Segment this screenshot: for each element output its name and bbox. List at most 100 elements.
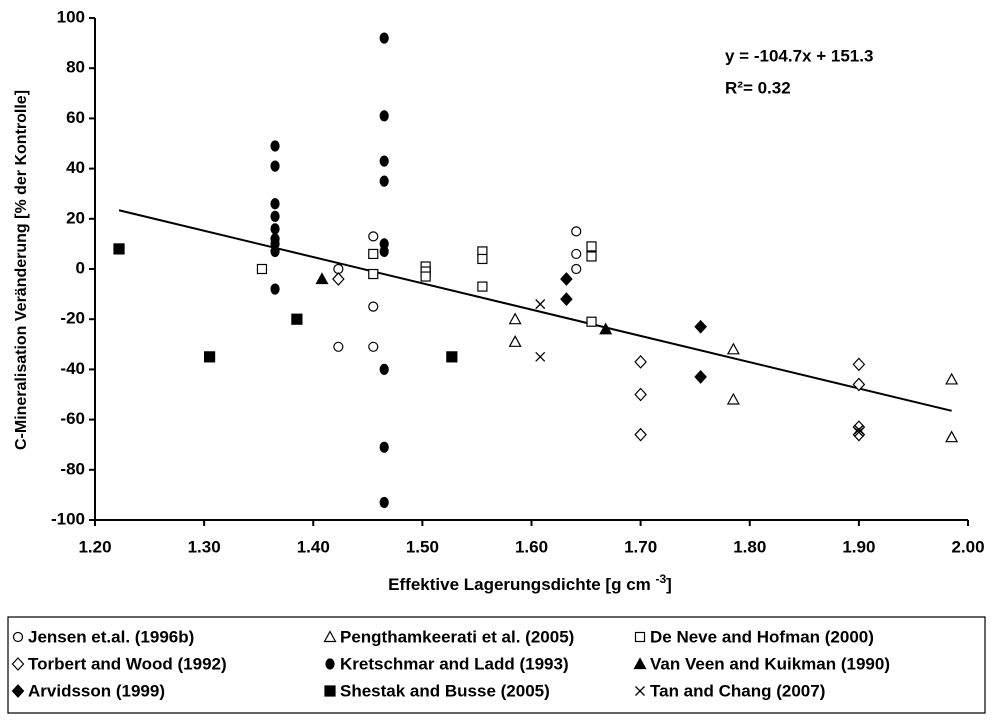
marker	[368, 248, 379, 260]
y-tick-label: -60	[60, 409, 85, 428]
legend-label: Shestak and Busse (2005)	[340, 681, 550, 700]
marker	[270, 140, 280, 152]
marker	[379, 245, 389, 258]
marker	[945, 430, 959, 443]
marker	[332, 272, 345, 286]
y-tick-label: 40	[66, 158, 85, 177]
legend-marker	[325, 658, 335, 670]
marker	[379, 496, 389, 509]
legend-marker	[323, 630, 337, 643]
marker	[333, 341, 344, 352]
marker	[113, 243, 125, 255]
legend-marker	[11, 657, 25, 671]
legend-marker	[633, 657, 647, 670]
marker	[379, 175, 389, 187]
marker	[270, 245, 280, 258]
x-tick-label: 1.80	[733, 537, 766, 556]
marker	[420, 271, 431, 282]
y-axis-title: C-Mineralisation Veränderung [% der Kont…	[13, 90, 30, 450]
legend-label: De Neve and Hofman (2000)	[650, 627, 874, 646]
marker	[270, 160, 280, 172]
legend-label: Kretschmar and Ladd (1993)	[340, 654, 569, 673]
trendline	[118, 209, 952, 412]
legend-label: Arvidsson (1999)	[28, 681, 165, 700]
marker	[852, 377, 866, 392]
marker	[270, 283, 280, 295]
legend-label: Pengthamkeerati et al. (2005)	[340, 627, 574, 646]
legend-marker	[324, 685, 336, 697]
marker	[379, 110, 389, 122]
marker	[270, 198, 280, 210]
marker	[694, 370, 707, 384]
x-axis-title-end: ]	[666, 575, 672, 594]
marker	[368, 301, 379, 312]
legend-marker	[635, 686, 645, 696]
marker	[560, 272, 573, 286]
marker	[333, 263, 344, 275]
marker	[535, 351, 546, 362]
marker	[256, 263, 268, 275]
x-tick-label: 1.90	[842, 537, 875, 556]
legend-box	[7, 616, 986, 714]
marker	[571, 248, 582, 260]
marker	[270, 210, 280, 222]
legend-marker	[634, 631, 646, 643]
x-tick-label: 1.60	[515, 537, 548, 556]
marker	[571, 226, 582, 237]
marker	[853, 424, 864, 435]
x-tick-label: 1.30	[188, 537, 221, 556]
marker	[560, 292, 573, 307]
marker	[852, 357, 866, 372]
marker	[945, 372, 959, 385]
y-tick-label: 80	[66, 58, 85, 77]
marker	[477, 281, 488, 292]
marker	[634, 387, 647, 402]
y-tick-label: -80	[60, 459, 85, 478]
marker	[586, 316, 597, 327]
marker	[508, 312, 522, 325]
x-tick-label: 1.70	[624, 537, 657, 556]
x-axis-title-main: Effektive Lagerungsdichte [g cm	[388, 575, 655, 594]
marker	[270, 223, 280, 235]
marker	[379, 363, 389, 375]
marker	[379, 441, 389, 453]
y-tick-label: 60	[66, 108, 85, 127]
x-tick-label: 1.20	[78, 537, 111, 556]
legend-label: Torbert and Wood (1992)	[28, 654, 227, 673]
x-tick-label: 1.40	[297, 537, 330, 556]
x-tick-label: 2.00	[951, 537, 984, 556]
marker	[203, 351, 216, 363]
marker	[726, 342, 740, 355]
marker	[379, 155, 389, 167]
marker	[694, 319, 707, 334]
legend-label: Van Veen and Kuikman (1990)	[650, 654, 890, 673]
legend-label: Jensen et.al. (1996b)	[28, 627, 194, 646]
y-tick-label: 100	[57, 7, 85, 26]
marker	[599, 322, 613, 335]
y-tick-label: 20	[66, 208, 85, 227]
legend-label: Tan and Chang (2007)	[650, 681, 825, 700]
marker	[535, 299, 546, 310]
marker	[368, 268, 379, 280]
marker	[634, 427, 647, 442]
equation: y = -104.7x + 151.3	[725, 46, 873, 65]
marker	[571, 263, 582, 275]
y-tick-label: 0	[76, 258, 85, 277]
marker	[368, 231, 379, 242]
legend-marker	[11, 684, 25, 698]
x-tick-label: 1.50	[406, 537, 439, 556]
x-axis-title: Effektive Lagerungsdichte [g cm -3]	[388, 572, 672, 594]
marker	[586, 241, 597, 252]
y-tick-label: -20	[60, 309, 85, 328]
y-tick-label: -40	[60, 359, 85, 378]
marker	[726, 392, 740, 405]
marker	[586, 251, 597, 262]
legend-marker	[12, 631, 24, 643]
marker	[379, 32, 389, 44]
marker	[508, 335, 522, 347]
y-tick-label: -100	[51, 509, 85, 528]
marker	[291, 313, 303, 325]
marker	[634, 354, 647, 369]
